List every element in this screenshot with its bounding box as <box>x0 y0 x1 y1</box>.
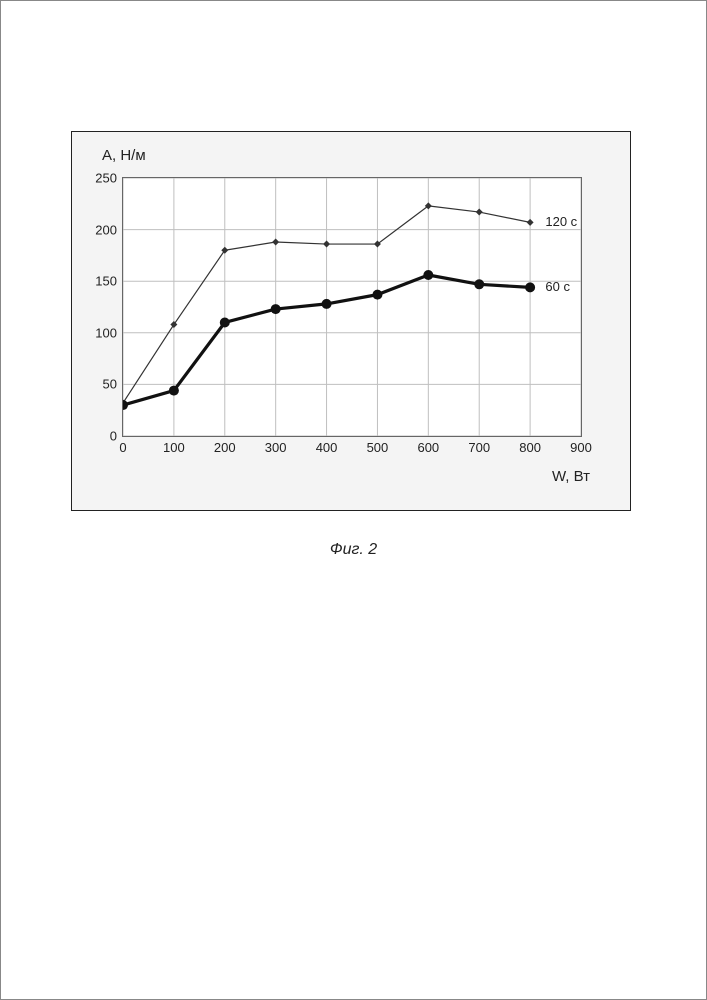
plot-svg <box>123 178 581 436</box>
plot-wrap: 0501001502002500100200300400500600700800… <box>122 177 582 437</box>
chart-panel: A, H/м 050100150200250010020030040050060… <box>71 131 631 511</box>
x-tick-label: 900 <box>564 436 598 455</box>
x-tick-label: 800 <box>513 436 547 455</box>
x-tick-label: 200 <box>208 436 242 455</box>
x-tick-label: 100 <box>157 436 191 455</box>
x-tick-label: 300 <box>259 436 293 455</box>
x-tick-label: 500 <box>360 436 394 455</box>
x-tick-label: 600 <box>411 436 445 455</box>
y-tick-label: 200 <box>83 222 123 237</box>
y-tick-label: 100 <box>83 325 123 340</box>
series-label: 60 с <box>545 279 570 294</box>
y-axis-label: A, H/м <box>102 147 146 164</box>
x-tick-label: 0 <box>106 436 140 455</box>
x-tick-label: 700 <box>462 436 496 455</box>
y-tick-label: 250 <box>83 171 123 186</box>
x-axis-label: W, Вт <box>552 468 590 485</box>
x-tick-label: 400 <box>310 436 344 455</box>
y-tick-label: 50 <box>83 377 123 392</box>
series-label: 120 с <box>545 214 577 229</box>
plot-area: 0501001502002500100200300400500600700800… <box>122 177 582 437</box>
y-tick-label: 150 <box>83 274 123 289</box>
page: A, H/м 050100150200250010020030040050060… <box>0 0 707 1000</box>
figure-caption: Фиг. 2 <box>1 541 706 559</box>
